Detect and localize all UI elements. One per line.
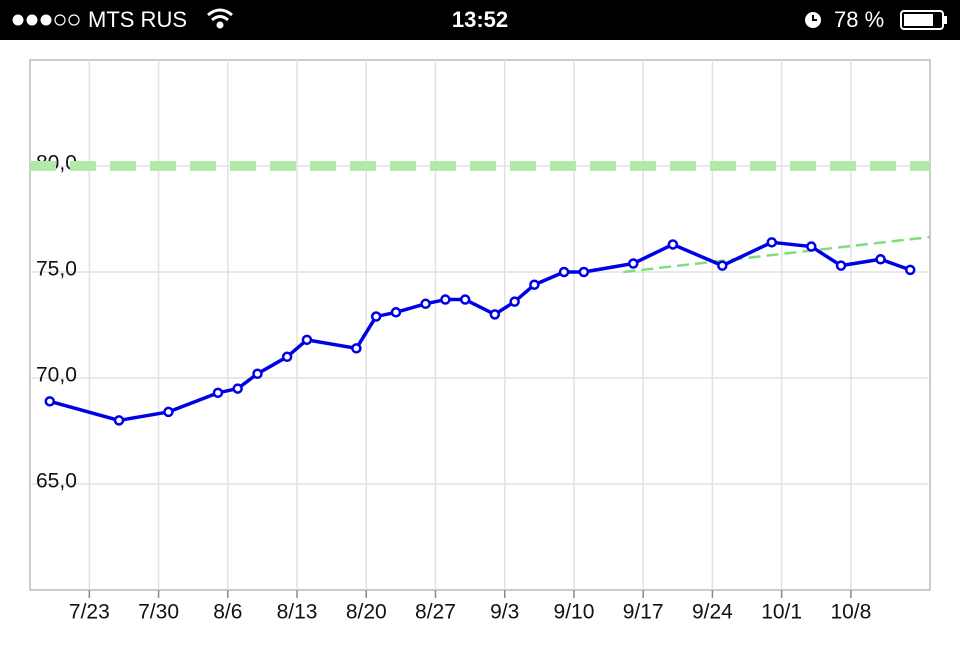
data-point bbox=[875, 254, 886, 265]
data-point bbox=[529, 279, 540, 290]
data-point bbox=[252, 368, 263, 380]
data-point bbox=[628, 258, 639, 269]
status-bar bbox=[0, 0, 960, 40]
data-point bbox=[489, 309, 501, 320]
x-tick-label: 8/6 bbox=[213, 601, 242, 624]
x-tick-label: 10/1 bbox=[761, 601, 802, 624]
data-point bbox=[420, 298, 431, 310]
data-point bbox=[766, 237, 778, 248]
data-point bbox=[806, 241, 817, 252]
x-tick-label: 8/20 bbox=[346, 601, 387, 624]
x-tick-label: 9/17 bbox=[623, 601, 664, 624]
data-point bbox=[390, 307, 402, 318]
y-tick-label: 70,0 bbox=[36, 364, 77, 387]
x-tick-label: 9/24 bbox=[692, 601, 733, 624]
data-point bbox=[232, 383, 243, 394]
x-tick-label: 7/23 bbox=[69, 601, 110, 624]
data-point bbox=[212, 387, 224, 399]
data-point bbox=[281, 351, 293, 363]
x-tick-label: 7/30 bbox=[138, 601, 179, 624]
data-point bbox=[835, 260, 847, 271]
data-point bbox=[717, 260, 728, 271]
alarm-icon bbox=[805, 12, 821, 28]
data-point bbox=[459, 294, 471, 305]
clock: 13:52 bbox=[452, 7, 508, 32]
x-tick-label: 9/10 bbox=[554, 601, 595, 624]
data-point bbox=[163, 406, 174, 418]
x-tick-label: 9/3 bbox=[490, 601, 519, 624]
trend-line bbox=[623, 235, 931, 274]
battery-icon bbox=[900, 10, 947, 30]
data-point bbox=[904, 264, 916, 276]
x-tick-label: 8/13 bbox=[277, 601, 318, 624]
data-point bbox=[113, 415, 125, 426]
battery-percent: 78 % bbox=[834, 7, 884, 32]
carrier: MTS RUS bbox=[88, 7, 187, 32]
data-point bbox=[558, 266, 570, 278]
data-point bbox=[440, 294, 451, 305]
data-point bbox=[370, 311, 382, 322]
data-point bbox=[667, 239, 679, 250]
x-tick-label: 8/27 bbox=[415, 601, 456, 624]
data-point bbox=[578, 266, 590, 278]
y-tick-label: 75,0 bbox=[36, 258, 77, 281]
plot-area bbox=[29, 59, 931, 591]
data-point bbox=[301, 334, 313, 346]
data-point bbox=[509, 296, 520, 307]
y-tick-label: 65,0 bbox=[36, 470, 77, 493]
signal bbox=[12, 14, 80, 26]
data-point bbox=[44, 396, 56, 407]
x-tick-label: 10/8 bbox=[830, 601, 871, 624]
wifi-icon bbox=[207, 8, 233, 29]
data-point bbox=[351, 343, 362, 354]
